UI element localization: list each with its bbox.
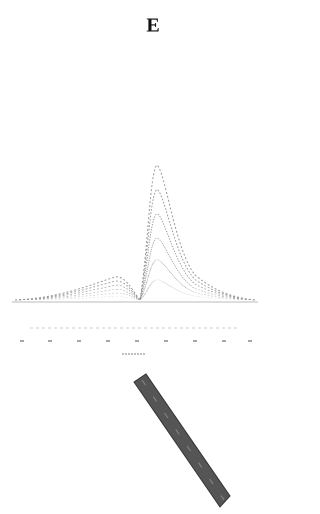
curve <box>15 165 255 300</box>
panel-label: E <box>146 15 159 37</box>
axis-ticks <box>20 328 252 354</box>
page: E (() => { const data = JSON.parse(docum… <box>0 0 263 514</box>
curve <box>15 214 255 300</box>
curve <box>15 189 255 300</box>
figure-panel: E <box>0 0 263 514</box>
spectra-curves <box>12 165 258 302</box>
bar-shape <box>134 374 230 507</box>
diagonal-bar <box>134 374 230 507</box>
